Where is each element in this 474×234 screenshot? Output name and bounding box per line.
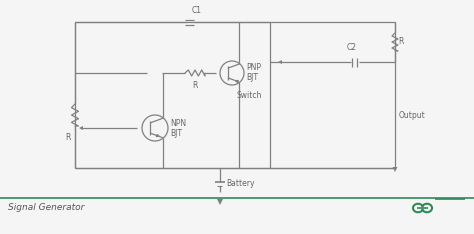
- Text: Switch: Switch: [237, 91, 263, 99]
- Text: NPN: NPN: [170, 118, 186, 128]
- Text: R: R: [65, 133, 71, 142]
- Polygon shape: [217, 199, 223, 205]
- Polygon shape: [278, 60, 282, 64]
- Text: R: R: [192, 81, 198, 90]
- Polygon shape: [392, 167, 398, 172]
- Polygon shape: [79, 126, 83, 130]
- Text: BJT: BJT: [246, 73, 258, 83]
- Text: R: R: [398, 37, 403, 47]
- Text: Battery: Battery: [226, 179, 255, 189]
- Text: Signal Generator: Signal Generator: [8, 204, 84, 212]
- Text: Output: Output: [399, 110, 426, 120]
- Text: BJT: BJT: [170, 128, 182, 138]
- Text: C2: C2: [347, 43, 357, 52]
- Text: PNP: PNP: [246, 63, 261, 73]
- Text: C1: C1: [192, 6, 202, 15]
